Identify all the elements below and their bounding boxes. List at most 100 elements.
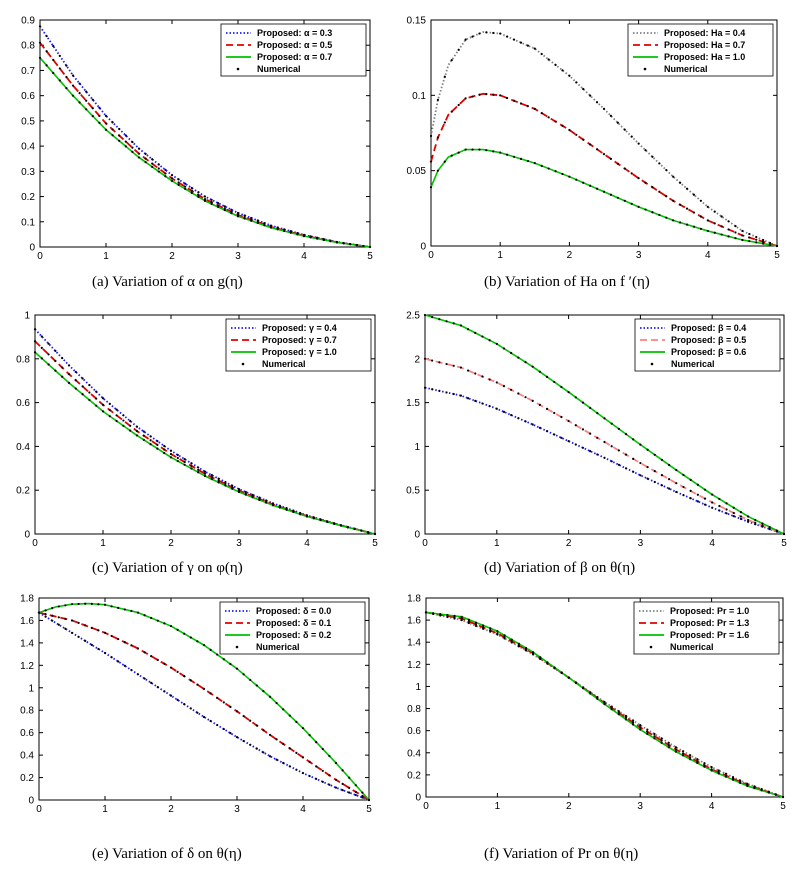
numerical-point bbox=[51, 619, 54, 622]
numerical-point bbox=[481, 335, 484, 338]
numerical-point bbox=[499, 32, 502, 35]
numerical-point bbox=[51, 614, 54, 617]
numerical-point bbox=[762, 238, 765, 242]
numerical-point bbox=[342, 242, 345, 245]
numerical-point bbox=[328, 774, 331, 777]
numerical-point bbox=[429, 160, 433, 163]
numerical-point bbox=[149, 439, 152, 442]
numerical-point bbox=[540, 52, 543, 56]
x-tick-label: 3 bbox=[236, 538, 242, 549]
numerical-point bbox=[589, 94, 592, 97]
numerical-point bbox=[616, 196, 619, 199]
numerical-point bbox=[538, 403, 541, 406]
numerical-point bbox=[164, 175, 167, 178]
numerical-point bbox=[77, 621, 80, 625]
numerical-point bbox=[202, 644, 206, 647]
numerical-point bbox=[739, 511, 743, 514]
numerical-point bbox=[104, 122, 108, 125]
numerical-point bbox=[45, 35, 48, 38]
y-tick-label: 0.5 bbox=[21, 116, 35, 127]
numerical-point bbox=[52, 44, 55, 48]
numerical-point bbox=[341, 789, 344, 792]
numerical-point bbox=[445, 391, 448, 394]
numerical-point bbox=[446, 613, 449, 617]
numerical-point bbox=[533, 162, 536, 165]
numerical-point bbox=[553, 380, 556, 384]
numerical-point bbox=[644, 208, 647, 211]
numerical-point bbox=[136, 611, 140, 614]
numerical-point bbox=[674, 750, 677, 753]
numerical-point bbox=[118, 127, 121, 131]
numerical-point bbox=[124, 134, 127, 137]
numerical-point bbox=[348, 776, 351, 779]
x-tick-label: 0 bbox=[37, 251, 43, 262]
numerical-point bbox=[755, 241, 758, 244]
numerical-point bbox=[210, 478, 213, 481]
numerical-point bbox=[457, 48, 460, 51]
numerical-point bbox=[748, 240, 751, 243]
numerical-point bbox=[532, 651, 535, 654]
numerical-point bbox=[367, 531, 370, 534]
numerical-point bbox=[519, 41, 523, 44]
numerical-point bbox=[190, 189, 193, 192]
numerical-point bbox=[675, 482, 678, 485]
numerical-point bbox=[734, 231, 737, 234]
numerical-point bbox=[268, 695, 272, 698]
numerical-point bbox=[129, 424, 132, 427]
numerical-point bbox=[289, 231, 292, 234]
x-tick-label: 2 bbox=[567, 250, 573, 261]
numerical-point bbox=[653, 737, 656, 740]
chart-a-svg: 0 1 2 3 4 5 0 0.1 0.2 0.3 0.4 0.5 0.6 0.7 0.8 0.9 Propos… bbox=[21, 16, 373, 263]
legend-label: Proposed: α = 0.3 bbox=[257, 28, 332, 38]
numerical-point bbox=[502, 347, 506, 350]
numerical-point bbox=[101, 403, 105, 406]
numerical-point bbox=[775, 244, 779, 248]
numerical-point bbox=[495, 407, 498, 410]
numerical-point bbox=[561, 69, 564, 72]
numerical-point bbox=[624, 716, 628, 719]
numerical-point bbox=[230, 208, 233, 211]
numerical-point bbox=[492, 93, 495, 96]
numerical-point bbox=[123, 664, 126, 667]
numerical-point bbox=[603, 417, 606, 420]
numerical-point bbox=[609, 114, 613, 117]
numerical-point bbox=[144, 152, 147, 156]
numerical-point bbox=[492, 150, 495, 153]
numerical-point bbox=[91, 115, 94, 118]
numerical-point bbox=[624, 718, 628, 721]
numerical-point bbox=[631, 719, 635, 722]
numerical-point bbox=[334, 778, 338, 781]
numerical-point bbox=[216, 653, 219, 656]
numerical-point bbox=[689, 756, 692, 759]
numerical-point bbox=[674, 748, 677, 751]
numerical-point bbox=[268, 755, 272, 758]
legend-label: Numerical bbox=[256, 642, 300, 652]
numerical-point bbox=[457, 103, 460, 107]
numerical-point bbox=[38, 56, 42, 59]
numerical-point bbox=[459, 324, 462, 327]
numerical-point bbox=[761, 522, 764, 525]
numerical-point bbox=[275, 758, 278, 761]
numerical-point bbox=[574, 396, 577, 399]
numerical-point bbox=[526, 159, 529, 163]
numerical-point bbox=[135, 429, 139, 433]
numerical-point bbox=[464, 148, 467, 151]
numerical-point bbox=[488, 378, 491, 381]
numerical-point bbox=[653, 732, 656, 736]
numerical-point bbox=[135, 434, 139, 437]
numerical-point bbox=[115, 414, 118, 417]
y-tick-label: 0.1 bbox=[412, 91, 426, 102]
numerical-point bbox=[651, 211, 654, 214]
x-tick-label: 5 bbox=[780, 801, 786, 812]
numerical-point bbox=[222, 727, 225, 731]
numerical-point bbox=[70, 631, 74, 634]
numerical-point bbox=[183, 460, 186, 464]
numerical-point bbox=[581, 401, 585, 404]
numerical-point bbox=[103, 631, 107, 634]
numerical-point bbox=[653, 453, 656, 456]
numerical-point bbox=[637, 205, 640, 208]
numerical-point bbox=[431, 388, 434, 391]
numerical-point bbox=[711, 501, 714, 504]
numerical-point bbox=[727, 235, 730, 238]
caption-d: (d) Variation of β on θ(η) bbox=[484, 560, 636, 576]
